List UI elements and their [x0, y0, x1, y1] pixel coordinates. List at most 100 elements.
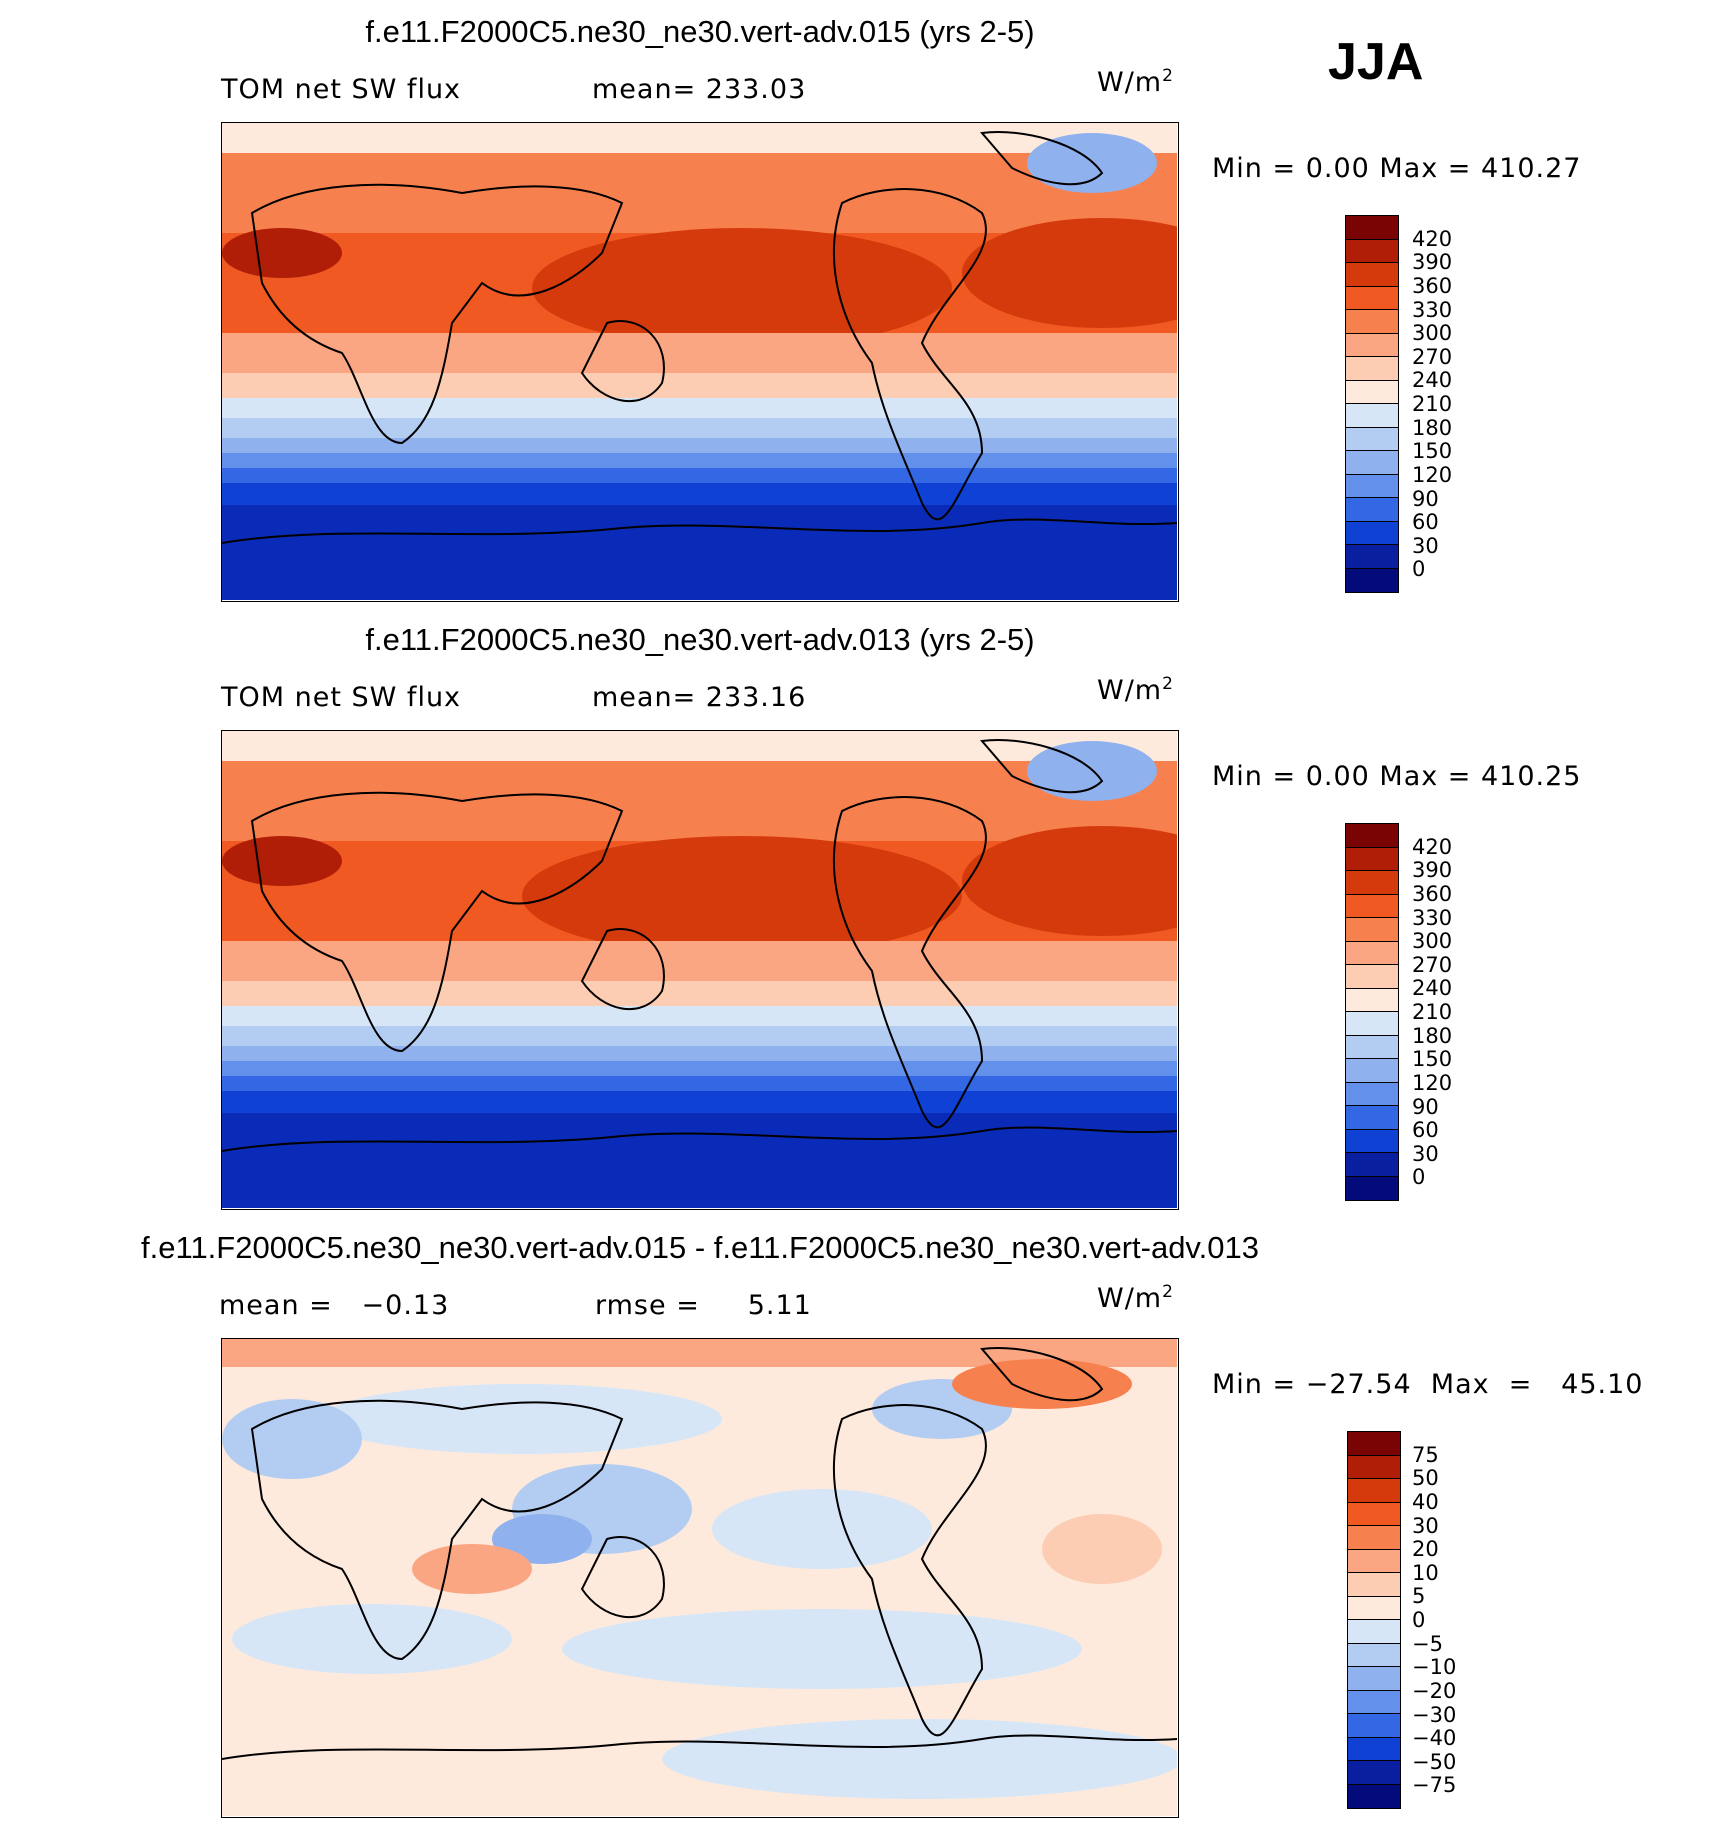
colorbar-cell: [1348, 1690, 1400, 1714]
panel3-title: f.e11.F2000C5.ne30_ne30.vert-adv.015 - f…: [141, 1230, 1259, 1265]
colorbar-cell: [1348, 1714, 1400, 1738]
colorbar-tick-label: 270: [1412, 344, 1453, 369]
colorbar-cell: [1346, 1129, 1398, 1153]
colorbar-cell: [1346, 263, 1398, 287]
colorbar-cell: [1348, 1737, 1400, 1761]
colorbar-tick-label: 60: [1412, 1118, 1439, 1143]
colorbar-tick-label: 50: [1412, 1466, 1439, 1491]
colorbar-cell: [1346, 1059, 1398, 1083]
colorbar-tick-label: −75: [1412, 1773, 1457, 1798]
colorbar-tick-label: 360: [1412, 273, 1453, 298]
colorbar-cell: [1346, 871, 1398, 895]
colorbar-tick-label: 210: [1412, 392, 1453, 416]
colorbar-cell: [1348, 1596, 1400, 1620]
colorbar-tick-label: 210: [1412, 1000, 1453, 1024]
colorbar-tick-label: 390: [1412, 250, 1453, 275]
colorbar-cell: [1348, 1667, 1400, 1691]
colorbar-cell: [1346, 988, 1398, 1012]
colorbar-tick-label: 120: [1412, 1070, 1453, 1095]
colorbar-cell: [1346, 545, 1398, 569]
colorbar-tick-label: 60: [1412, 510, 1439, 535]
panel1-title: f.e11.F2000C5.ne30_ne30.vert-adv.015 (yr…: [365, 14, 1035, 49]
colorbar-cell: [1346, 894, 1398, 918]
panel1-map-svg: [222, 123, 1177, 600]
colorbar-tick-label: −5: [1412, 1631, 1443, 1656]
colorbar-cell: [1346, 918, 1398, 942]
colorbar-cell: [1348, 1620, 1400, 1644]
colorbar-tick-label: 75: [1412, 1442, 1439, 1467]
colorbar-tick-label: 390: [1412, 858, 1453, 883]
colorbar-tick-label: −40: [1412, 1726, 1457, 1751]
colorbar-tick-label: 330: [1412, 297, 1453, 322]
colorbar-cell: [1346, 965, 1398, 989]
colorbar-tick-label: 300: [1412, 929, 1453, 954]
colorbar-tick-label: −20: [1412, 1678, 1457, 1703]
colorbar-tick-label: 240: [1412, 976, 1453, 1001]
panel2-title: f.e11.F2000C5.ne30_ne30.vert-adv.013 (yr…: [365, 622, 1035, 657]
colorbar-tick-label: −10: [1412, 1655, 1457, 1680]
colorbar-cell: [1348, 1761, 1400, 1785]
panel2-minmax-label: Min = 0.00 Max = 410.25: [1212, 761, 1582, 792]
colorbar-cell: [1346, 824, 1398, 848]
colorbar-tick-label: 30: [1412, 1141, 1439, 1166]
colorbar-cell: [1348, 1455, 1400, 1479]
colorbar-cell: [1346, 427, 1398, 451]
colorbar-tick-label: 420: [1412, 226, 1453, 251]
colorbar-cell: [1346, 357, 1398, 381]
colorbar-cell: [1346, 1176, 1398, 1200]
colorbar-tick-label: −50: [1412, 1749, 1457, 1774]
colorbar-tick-label: 360: [1412, 881, 1453, 906]
colorbar-cell: [1346, 474, 1398, 498]
colorbar-cell: [1348, 1526, 1400, 1550]
colorbar-tick-label: 10: [1412, 1560, 1439, 1585]
panel1-variable-label: TOM net SW flux: [221, 74, 462, 105]
panel2-map: [221, 730, 1179, 1210]
colorbar-tick-label: 30: [1412, 533, 1439, 558]
colorbar-cell: [1348, 1479, 1400, 1503]
colorbar-cell: [1346, 404, 1398, 428]
colorbar-tick-label: 0: [1412, 1165, 1426, 1190]
colorbar-tick-label: 0: [1412, 1608, 1426, 1632]
panel3-units-label: W/m2: [1097, 1282, 1174, 1314]
colorbar-cell: [1346, 239, 1398, 263]
colorbar-cell: [1346, 1012, 1398, 1036]
panel2-map-svg: [222, 731, 1177, 1208]
panel3-mean-label: mean = −0.13: [219, 1290, 450, 1321]
panel3-map: [221, 1338, 1179, 1818]
colorbar-tick-label: 30: [1412, 1513, 1439, 1538]
panel1-mean-label: mean= 233.03: [592, 74, 807, 105]
colorbar-tick-label: 180: [1412, 1023, 1453, 1048]
colorbar-tick-label: 20: [1412, 1537, 1439, 1562]
colorbar-cell: [1346, 1153, 1398, 1177]
panel3-minmax-label: Min = −27.54 Max = 45.10: [1212, 1369, 1644, 1400]
colorbar-tick-label: 0: [1412, 557, 1426, 582]
colorbar-tick-label: 120: [1412, 462, 1453, 487]
colorbar-tick-label: 300: [1412, 321, 1453, 346]
colorbar-tick-label: 240: [1412, 368, 1453, 393]
panel2-colorbar: [1345, 823, 1399, 1201]
colorbar-cell: [1346, 847, 1398, 871]
colorbar-cell: [1346, 286, 1398, 310]
panel3-colorbar: [1347, 1431, 1401, 1809]
colorbar-cell: [1348, 1432, 1400, 1456]
panel1-minmax-label: Min = 0.00 Max = 410.27: [1212, 153, 1582, 184]
panel1-colorbar: [1345, 215, 1399, 593]
panel2-variable-label: TOM net SW flux: [221, 682, 462, 713]
colorbar-cell: [1346, 1082, 1398, 1106]
colorbar-tick-label: 90: [1412, 486, 1439, 511]
colorbar-cell: [1346, 451, 1398, 475]
colorbar-tick-label: 90: [1412, 1094, 1439, 1119]
colorbar-tick-label: 420: [1412, 834, 1453, 859]
panel3-rmse-label: rmse = 5.11: [595, 1290, 812, 1321]
colorbar-cell: [1346, 380, 1398, 404]
colorbar-cell: [1348, 1549, 1400, 1573]
season-label: JJA: [1328, 33, 1424, 91]
colorbar-cell: [1346, 941, 1398, 965]
colorbar-cell: [1346, 568, 1398, 592]
colorbar-tick-label: 180: [1412, 415, 1453, 440]
panel1-units-label: W/m2: [1097, 66, 1174, 98]
colorbar-tick-label: 5: [1412, 1584, 1426, 1609]
panel3-map-svg: [222, 1339, 1177, 1816]
colorbar-tick-label: −30: [1412, 1702, 1457, 1727]
colorbar-tick-label: 150: [1412, 439, 1453, 464]
